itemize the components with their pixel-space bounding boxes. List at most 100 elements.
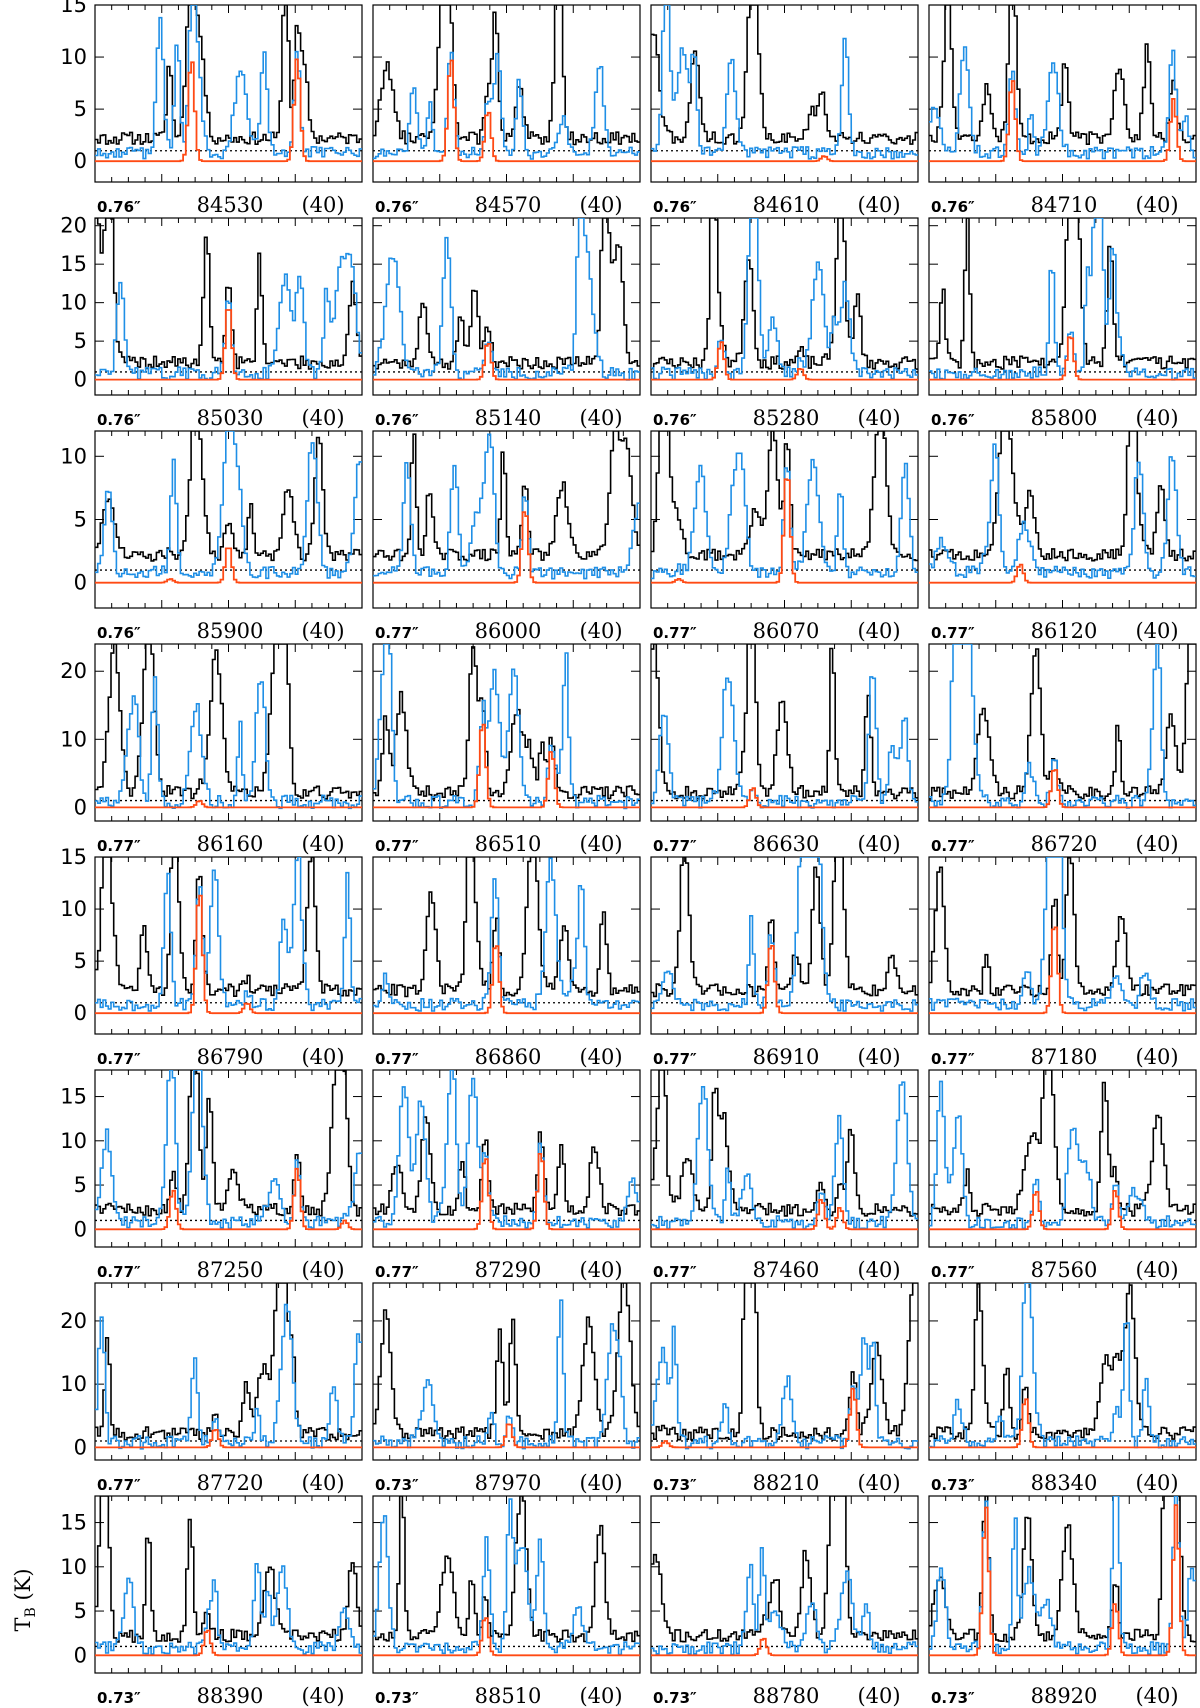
spectrum-panel: 0.77″ 86000 (40): [372, 430, 641, 643]
channel-count-label: (40): [579, 619, 622, 643]
spectrum-panel: 0.76″ 84570 (40): [372, 4, 641, 217]
model-molecule: [651, 1637, 918, 1657]
resolution-label: 0.77″: [97, 1263, 141, 1281]
resolution-label: 0.76″: [375, 411, 419, 429]
model-molecule: [929, 769, 1196, 809]
spectrum-traces: [95, 644, 362, 810]
channel-count-label: (40): [1135, 1684, 1178, 1708]
model-molecule: [95, 58, 362, 163]
resolution-label: 0.77″: [375, 1263, 419, 1281]
model-molecule: [651, 1199, 918, 1231]
spectrum-traces: [651, 1070, 918, 1231]
spectrum-traces: [373, 1070, 640, 1231]
frequency-label: 85030: [197, 406, 264, 430]
spectrum-panel: 0.77″ 87560 (40): [928, 1069, 1197, 1282]
frequency-label: 86070: [753, 619, 820, 643]
model-molecule: [651, 341, 918, 381]
model-molecule: [651, 787, 918, 809]
frequency-label: 86630: [753, 832, 820, 856]
model-molecule: [929, 80, 1196, 163]
frequency-label: 85900: [197, 619, 264, 643]
resolution-label: 0.76″: [97, 198, 141, 216]
observed-spectrum: [373, 857, 640, 998]
channel-count-label: (40): [579, 1258, 622, 1282]
channel-count-label: (40): [579, 1471, 622, 1495]
model-molecule: [651, 945, 918, 1015]
model-molecule: [373, 1153, 640, 1231]
model-molecule: [95, 309, 362, 381]
channel-count-label: (40): [1135, 193, 1178, 217]
resolution-label: 0.77″: [653, 1263, 697, 1281]
model-all-species: [651, 1547, 918, 1656]
spectrum-traces: [651, 1496, 918, 1657]
resolution-label: 0.73″: [653, 1689, 697, 1707]
spectrum-traces: [651, 5, 918, 163]
frequency-label: 86160: [197, 832, 264, 856]
frequency-label: 86120: [1031, 619, 1098, 643]
y-tick-label: 0: [74, 1001, 87, 1025]
resolution-label: 0.77″: [653, 837, 697, 855]
channel-count-label: (40): [1135, 1471, 1178, 1495]
channel-count-label: (40): [857, 1471, 900, 1495]
spectrum-traces: [95, 431, 362, 584]
channel-count-label: (40): [579, 832, 622, 856]
channel-count-label: (40): [301, 193, 344, 217]
channel-count-label: (40): [1135, 1045, 1178, 1069]
y-tick-label: 10: [60, 291, 87, 315]
model-molecule: [651, 155, 918, 163]
model-all-species: [929, 443, 1196, 579]
observed-spectrum: [929, 431, 1196, 562]
y-tick-label: 10: [60, 897, 87, 921]
model-all-species: [95, 1303, 362, 1450]
observed-spectrum: [651, 857, 918, 998]
observed-spectrum: [95, 1496, 362, 1643]
model-all-species: [95, 857, 362, 1012]
channel-count-label: (40): [301, 1684, 344, 1708]
spectrum-traces: [929, 1070, 1196, 1231]
spectrum-panel: 0.76″ 84710 (40): [928, 4, 1197, 217]
observed-spectrum: [929, 1496, 1196, 1643]
channel-count-label: (40): [301, 619, 344, 643]
spectrum-traces: [373, 1283, 640, 1450]
y-tick-label: 10: [60, 1555, 87, 1579]
resolution-label: 0.73″: [97, 1689, 141, 1707]
spectrum-panel: 0.77″ 86070 (40): [650, 430, 919, 643]
model-all-species: [95, 1563, 362, 1655]
spectrum-traces: [929, 644, 1196, 809]
frequency-label: 88780: [753, 1684, 820, 1708]
y-tick-label: 15: [60, 845, 87, 869]
resolution-label: 0.77″: [97, 1050, 141, 1068]
y-tick-label: 5: [74, 949, 87, 973]
observed-spectrum: [95, 644, 362, 800]
observed-spectrum: [373, 431, 640, 562]
y-tick-label: 15: [60, 0, 87, 17]
spectrum-panel: 0.76″ 85800 (40): [928, 217, 1197, 430]
panel-frame: [94, 1282, 363, 1461]
y-tick-label: 0: [74, 149, 87, 173]
y-tick-label: 0: [74, 571, 87, 595]
channel-count-label: (40): [857, 406, 900, 430]
model-molecule: [373, 1423, 640, 1449]
frequency-label: 87250: [197, 1258, 264, 1282]
y-tick-label: 0: [74, 1435, 87, 1459]
y-tick-label: 15: [60, 1085, 87, 1109]
resolution-label: 0.77″: [97, 1476, 141, 1494]
resolution-label: 0.76″: [97, 624, 141, 642]
model-all-species: [373, 644, 640, 810]
model-all-species: [373, 51, 640, 160]
channel-count-label: (40): [857, 1684, 900, 1708]
channel-count-label: (40): [301, 406, 344, 430]
spectrum-traces: [95, 1496, 362, 1657]
resolution-label: 0.77″: [375, 837, 419, 855]
model-all-species: [651, 5, 918, 160]
y-tick-label: 10: [60, 1129, 87, 1153]
spectrum-panel: 0.73″ 88920 (40): [928, 1495, 1197, 1708]
frequency-label: 86000: [475, 619, 542, 643]
observed-spectrum: [651, 1283, 918, 1441]
y-tick-label: 5: [74, 97, 87, 121]
model-all-species: [373, 1498, 640, 1656]
observed-spectrum: [373, 1496, 640, 1643]
spectrum-panel: 0.76″ 85280 (40): [650, 217, 919, 430]
resolution-label: 0.76″: [931, 198, 975, 216]
model-all-species: [651, 857, 918, 1012]
